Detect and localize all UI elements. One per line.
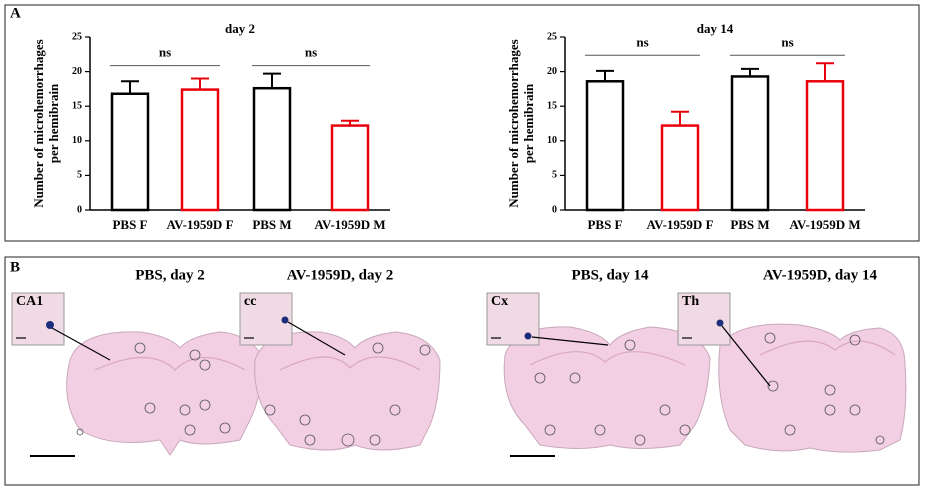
bar [660, 124, 700, 212]
brain-section [718, 323, 907, 453]
inset-label: Th [682, 294, 699, 309]
histology [11, 292, 907, 457]
bar [252, 86, 292, 212]
significance-label: ns [781, 34, 793, 49]
x-tick-label: AV-1959D M [789, 217, 860, 232]
inset [11, 292, 65, 346]
y-tick-label: 15 [547, 100, 557, 111]
panel-a-frame [4, 4, 920, 242]
y-tick-label: 20 [72, 66, 82, 77]
chart-title: day 14 [697, 21, 734, 36]
hippocampus [759, 340, 896, 356]
y-tick-label: 15 [72, 100, 82, 111]
stain [46, 321, 54, 329]
x-tick-label: AV-1959D M [314, 217, 385, 232]
panel-b-frame [4, 256, 920, 486]
y-tick-label: 10 [547, 135, 557, 146]
significance-label: ns [159, 45, 171, 60]
y-tick-label: 25 [72, 31, 82, 42]
section-title: PBS, day 2 [135, 267, 205, 283]
panel-label: A [10, 5, 21, 21]
x-tick-label: AV-1959D F [166, 217, 233, 232]
significance-label: ns [636, 34, 648, 49]
y-tick-label: 10 [72, 135, 82, 146]
significance-label: ns [305, 45, 317, 60]
inset-label: CA1 [16, 294, 43, 309]
bar [110, 92, 150, 212]
bar [730, 75, 770, 212]
hippocampus [94, 356, 246, 371]
y-axis-label: per hemibrain [46, 83, 61, 163]
bar [805, 80, 845, 212]
stain [716, 319, 724, 327]
x-tick-label: AV-1959D F [646, 217, 713, 232]
y-axis-label: Number of microhemorrhages [506, 39, 521, 208]
section-title: PBS, day 14 [571, 267, 649, 283]
inset-label: cc [244, 294, 256, 309]
hippocampus [279, 356, 421, 371]
bar [330, 124, 370, 212]
y-axis-label: per hemibrain [521, 83, 536, 163]
inset-label: Cx [491, 294, 508, 309]
x-tick-label: PBS M [252, 217, 291, 232]
y-axis-label: Number of microhemorrhages [31, 39, 46, 208]
bar [180, 88, 220, 212]
chart-title: day 2 [225, 21, 255, 36]
y-tick-label: 25 [547, 31, 557, 42]
brain-section [503, 326, 711, 449]
x-tick-label: PBS M [730, 217, 769, 232]
y-tick-label: 20 [547, 66, 557, 77]
y-tick-label: 5 [552, 170, 557, 181]
panel-label: B [10, 259, 20, 275]
stain [281, 316, 289, 324]
x-tick-label: PBS F [112, 217, 147, 232]
y-tick-label: 0 [77, 204, 82, 215]
section-title: AV-1959D, day 14 [763, 267, 878, 283]
hippocampus [529, 351, 686, 366]
brain-section [66, 331, 266, 456]
x-tick-label: PBS F [587, 217, 622, 232]
bar [585, 80, 625, 212]
y-tick-label: 0 [552, 204, 557, 215]
inset [677, 292, 731, 346]
spots [76, 332, 885, 447]
arrows [16, 321, 771, 457]
section-title: AV-1959D, day 2 [287, 267, 394, 283]
y-tick-label: 5 [77, 170, 82, 181]
brain-section [254, 331, 441, 451]
stain [524, 332, 532, 340]
